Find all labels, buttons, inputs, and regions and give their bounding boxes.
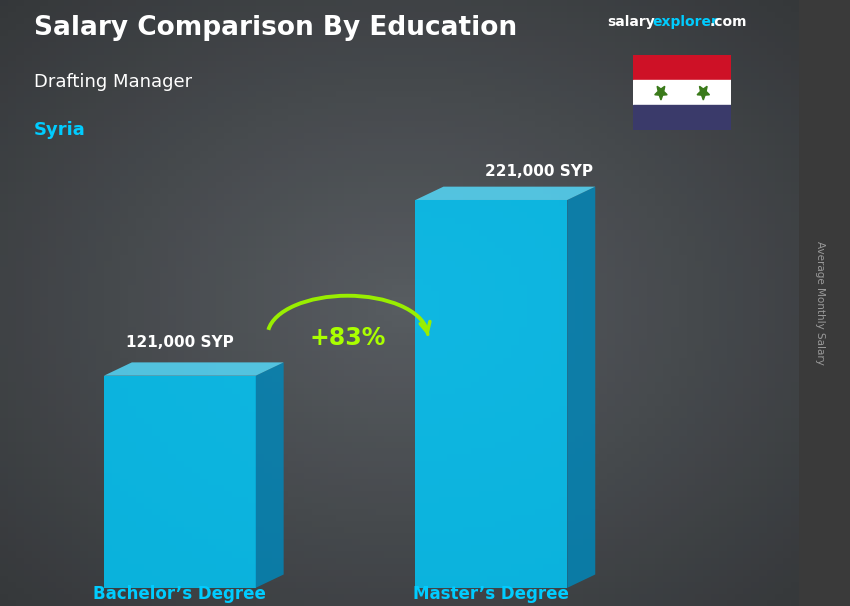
Bar: [633, 80, 731, 105]
Text: Average Monthly Salary: Average Monthly Salary: [815, 241, 825, 365]
Text: 121,000 SYP: 121,000 SYP: [126, 335, 234, 350]
Text: salary: salary: [608, 15, 655, 29]
Polygon shape: [104, 376, 256, 588]
Text: +83%: +83%: [309, 326, 386, 350]
Text: Drafting Manager: Drafting Manager: [34, 73, 192, 91]
Bar: [633, 105, 731, 130]
Polygon shape: [654, 86, 667, 100]
Bar: [633, 55, 731, 80]
Text: 221,000 SYP: 221,000 SYP: [485, 164, 593, 179]
Polygon shape: [416, 200, 567, 588]
Text: Master’s Degree: Master’s Degree: [413, 585, 570, 603]
Polygon shape: [567, 187, 595, 588]
Text: Syria: Syria: [34, 121, 86, 139]
Text: explorer: explorer: [653, 15, 719, 29]
Polygon shape: [416, 187, 595, 200]
Text: .com: .com: [710, 15, 747, 29]
Polygon shape: [256, 362, 284, 588]
Polygon shape: [697, 86, 710, 100]
Text: Salary Comparison By Education: Salary Comparison By Education: [34, 15, 517, 41]
Text: Bachelor’s Degree: Bachelor’s Degree: [94, 585, 266, 603]
Polygon shape: [104, 362, 284, 376]
